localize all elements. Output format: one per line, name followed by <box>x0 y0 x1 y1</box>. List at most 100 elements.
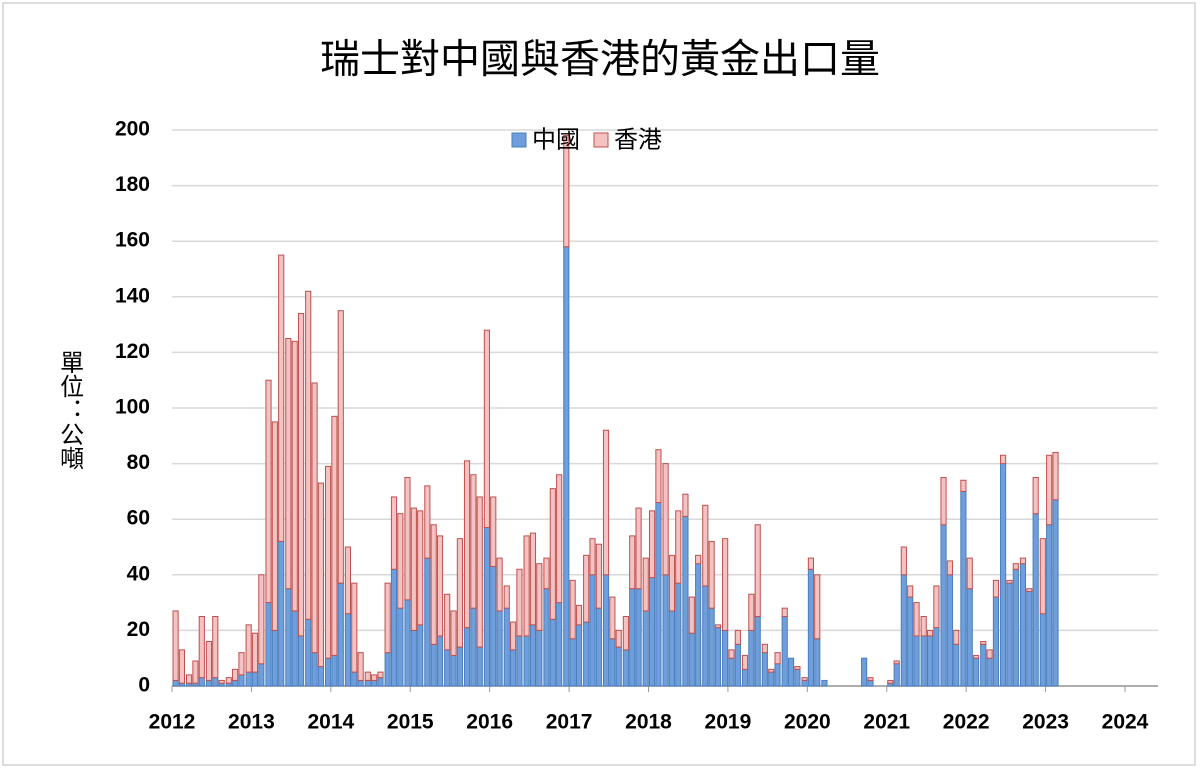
bar-segment <box>297 635 305 687</box>
x-tick-label: 2019 <box>705 711 752 734</box>
bar-segment <box>456 538 463 648</box>
bar-segment <box>714 624 722 629</box>
bar-segment <box>450 654 457 687</box>
bar-segment <box>351 671 358 687</box>
bar-segment <box>212 677 219 687</box>
bar-segment <box>172 610 179 681</box>
x-tick-label: 2024 <box>1102 711 1149 734</box>
bar-segment <box>483 329 490 529</box>
bar-segment <box>649 577 656 687</box>
bar-segment <box>615 646 622 687</box>
bar-segment <box>708 540 715 609</box>
bar-segment <box>271 421 278 631</box>
bar-segment <box>258 663 265 687</box>
bar-segment <box>417 510 424 626</box>
bar-segment <box>291 340 298 612</box>
bar-segment <box>490 496 497 567</box>
x-tick-label: 2022 <box>943 711 990 734</box>
bar-segment <box>734 629 741 645</box>
bar-segment <box>523 535 530 637</box>
bar-segment <box>960 490 967 687</box>
bar-segment <box>794 666 801 670</box>
x-tick-label: 2018 <box>625 711 672 734</box>
bar-segment <box>337 582 344 687</box>
bar-segment <box>297 312 305 637</box>
bar-segment <box>913 602 920 637</box>
bar-segment <box>702 585 709 687</box>
y-tick-label: 180 <box>115 173 150 196</box>
bar-segment <box>351 582 358 673</box>
bar-segment <box>609 638 616 687</box>
bar-segment <box>748 593 755 631</box>
bar-segment <box>311 652 318 687</box>
bar-segment <box>377 671 384 679</box>
bar-segment <box>424 557 431 687</box>
bar-segment <box>251 632 259 673</box>
bar-segment <box>549 618 556 687</box>
bar-segment <box>232 668 239 681</box>
legend-swatch <box>511 132 527 148</box>
bar-segment <box>754 616 761 687</box>
bar-segment <box>357 679 364 687</box>
bar-segment <box>926 635 934 687</box>
bar-segment <box>887 679 894 684</box>
bar-segment <box>1032 477 1039 515</box>
bar-segment <box>397 513 404 609</box>
bar-segment <box>251 671 259 687</box>
bar-segment <box>900 546 907 576</box>
bar-segment <box>953 629 960 645</box>
bar-segment <box>265 602 272 687</box>
bar-segment <box>774 663 781 687</box>
y-tick-label: 120 <box>115 340 150 363</box>
bar-segment <box>1019 557 1027 565</box>
bar-segment <box>973 657 980 687</box>
bar-segment <box>331 415 338 656</box>
x-tick-label: 2012 <box>149 711 196 734</box>
bar-segment <box>397 607 404 687</box>
bar-segment <box>1039 538 1046 615</box>
bar-segment <box>920 616 927 637</box>
bar-segment <box>781 607 788 617</box>
bar-segment <box>430 524 437 645</box>
bar-segment <box>549 488 556 620</box>
bar-segment <box>225 677 232 684</box>
bar-segment <box>324 465 332 659</box>
bar-segment <box>1032 513 1039 687</box>
bar-segment <box>258 574 265 665</box>
bar-segment <box>722 538 729 631</box>
bar-segment <box>178 649 186 684</box>
bar-segment <box>807 557 814 570</box>
bar-segment <box>992 596 1000 687</box>
bar-segment <box>589 574 596 687</box>
bar-segment <box>867 679 874 687</box>
bar-segment <box>992 579 1000 598</box>
bar-segment <box>417 624 424 687</box>
bar-segment <box>595 607 602 687</box>
bar-segment <box>1046 524 1053 687</box>
bar-segment <box>635 588 642 687</box>
bar-segment <box>1052 499 1059 687</box>
bar-segment <box>583 554 590 623</box>
bar-segment <box>510 621 517 651</box>
bar-segment <box>344 546 351 615</box>
bar-segment <box>470 607 477 687</box>
bar-segment <box>801 677 808 681</box>
legend-label: 中國 <box>532 126 580 153</box>
bar-segment <box>536 629 543 687</box>
bar-segment <box>317 482 324 668</box>
bar-segment <box>476 496 483 648</box>
bar-segment <box>821 679 828 687</box>
bar-segment <box>317 666 324 687</box>
bar-segment <box>728 657 735 687</box>
bar-segment <box>953 643 960 687</box>
bar-segment <box>444 593 451 651</box>
bar-segment <box>305 618 312 687</box>
bar-segment <box>198 616 205 679</box>
bar-segment <box>575 604 583 626</box>
bar-segment <box>960 479 967 492</box>
bar-segment <box>575 624 583 687</box>
bar-segment <box>986 649 993 659</box>
bar-segment <box>364 671 371 681</box>
bar-segment <box>722 629 729 687</box>
bar-segment <box>768 668 775 673</box>
